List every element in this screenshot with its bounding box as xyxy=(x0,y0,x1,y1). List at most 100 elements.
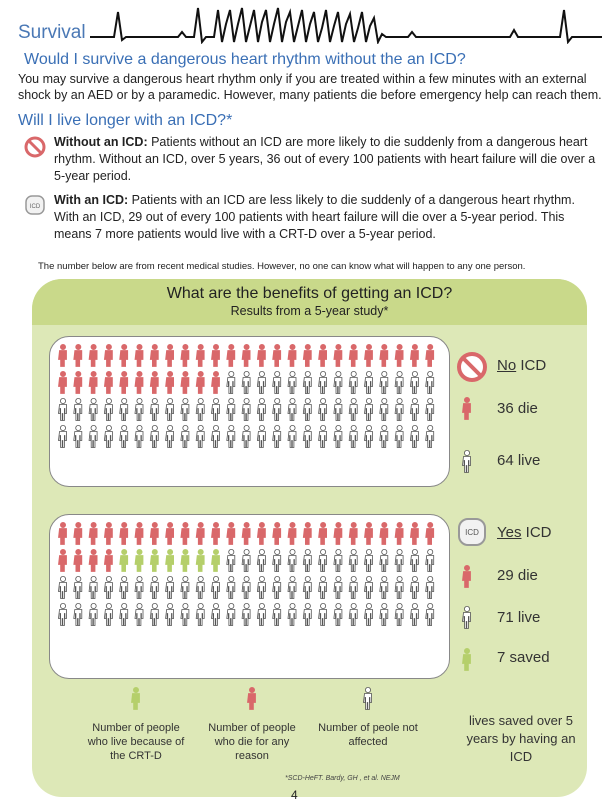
no-icd-person-live xyxy=(165,425,175,448)
no-icd-person-live xyxy=(226,425,236,448)
yes-icd-person-live xyxy=(211,603,220,626)
yes-icd-person-die xyxy=(302,522,312,545)
yes-icd-person-live xyxy=(394,603,404,626)
yes-icd-person-live xyxy=(226,603,236,626)
no-icd-person-live xyxy=(379,398,389,421)
panel-subtitle: Results from a 5-year study* xyxy=(230,304,389,318)
yes-icd-person-live xyxy=(394,549,404,572)
yes-icd-person-live xyxy=(195,603,205,626)
no-icd-person-live xyxy=(226,371,236,394)
no-icd-person-die xyxy=(211,344,220,367)
no-icd-person-live xyxy=(241,425,251,448)
no-icd-person-live xyxy=(318,398,328,421)
yes-icd-person-saved xyxy=(195,549,205,572)
yes-icd-device-icon: ICD xyxy=(458,518,486,546)
question-survive: Would I survive a dangerous heart rhythm… xyxy=(24,51,466,68)
no-icd-person-live xyxy=(287,425,297,448)
no-icd-person-live xyxy=(318,371,328,394)
no-icd-person-live xyxy=(256,371,266,394)
yes-icd-person-live xyxy=(241,549,251,572)
no-icd-person-live xyxy=(333,425,343,448)
no-icd-person-die xyxy=(241,344,251,367)
no-icd-person-die xyxy=(272,344,282,367)
icd-device-icon: ICD xyxy=(25,195,45,215)
no-icd-person-live xyxy=(287,371,297,394)
no-icd-person-live xyxy=(103,425,113,448)
yes-icd-person-live xyxy=(379,549,389,572)
no-icd-person-live xyxy=(149,425,159,448)
no-icd-person-live xyxy=(211,425,220,448)
yes-icd-person-live xyxy=(211,576,220,599)
no-icd-person-die xyxy=(73,344,83,367)
yes-icd-person-live xyxy=(58,603,67,626)
legend-white-person xyxy=(363,687,372,710)
no-icd-person-live xyxy=(425,371,435,394)
no-icd-person-live xyxy=(119,398,129,421)
yes-icd-person-live xyxy=(226,576,236,599)
no-icd-person-die xyxy=(58,344,67,367)
yes-icd-person-saved xyxy=(165,549,175,572)
yes-icd-person-live xyxy=(73,576,83,599)
yes-icd-person-live xyxy=(409,549,419,572)
yes-icd-person-live xyxy=(73,603,83,626)
no-icd-person-live xyxy=(256,425,266,448)
yes-icd-saved-stat: 7 saved xyxy=(497,649,550,666)
yes-icd-person-die xyxy=(58,549,67,572)
legend-red-person xyxy=(247,687,256,710)
yes-icd-person-live xyxy=(287,549,297,572)
yes-icd-person-live xyxy=(256,576,266,599)
no-icd-person-die xyxy=(134,344,144,367)
no-icd-person-live xyxy=(58,425,67,448)
no-icd-person-live xyxy=(211,398,220,421)
yes-icd-person-live xyxy=(241,576,251,599)
no-icd-person-live xyxy=(180,425,190,448)
no-icd-person-live xyxy=(394,425,404,448)
no-icd-person-die xyxy=(195,371,205,394)
no-icd-person-live xyxy=(302,371,312,394)
yes-icd-person-live xyxy=(409,576,419,599)
yes-icd-person-saved xyxy=(134,549,144,572)
no-icd-person-die xyxy=(302,344,312,367)
yes-icd-live-stat: 71 live xyxy=(497,609,541,626)
no-icd-person-live xyxy=(364,425,373,448)
no-icd-person-live xyxy=(119,425,129,448)
yes-icd-person-live xyxy=(241,603,251,626)
no-icd-person-live xyxy=(88,425,98,448)
yes-icd-person-saved xyxy=(211,549,220,572)
yes-icd-person-live xyxy=(195,576,205,599)
yes-icd-person-live xyxy=(379,603,389,626)
yes-icd-person-live xyxy=(272,603,282,626)
yes-icd-person-die xyxy=(226,522,236,545)
yes-icd-person-saved xyxy=(180,549,190,572)
yes-icd-person-live xyxy=(348,549,358,572)
yes-icd-person-live xyxy=(103,603,113,626)
yes-icd-person-die xyxy=(318,522,328,545)
yes-icd-person-live xyxy=(348,603,358,626)
no-icd-person-die xyxy=(88,344,98,367)
yes-icd-person-die xyxy=(88,522,98,545)
no-icd-person-live xyxy=(409,398,419,421)
without-icd-item: Without an ICD: Patients without an ICD … xyxy=(24,134,600,185)
no-icd-person-die xyxy=(226,344,236,367)
no-icd-person-die xyxy=(318,344,328,367)
no-icd-person-live xyxy=(302,425,312,448)
legend-green-person xyxy=(131,687,140,710)
no-icd-person-live xyxy=(425,398,435,421)
no-icd-person-die xyxy=(180,344,190,367)
intro-paragraph: You may survive a dangerous heart rhythm… xyxy=(18,72,602,102)
yes-icd-person-die xyxy=(58,522,67,545)
no-icd-person-die xyxy=(103,344,113,367)
no-icd-sign-icon xyxy=(457,352,487,382)
no-icd-person-live xyxy=(134,425,144,448)
legend-die-person xyxy=(462,397,471,420)
no-icd-person-die xyxy=(379,344,389,367)
no-icd-person-live xyxy=(180,398,190,421)
no-icd-person-die xyxy=(119,371,129,394)
yes-icd-person-live xyxy=(165,603,175,626)
panel-header-band xyxy=(32,279,587,325)
no-icd-person-live xyxy=(272,398,282,421)
no-icd-person-live xyxy=(379,425,389,448)
yes-icd-person-live xyxy=(379,576,389,599)
yes-icd-person-die xyxy=(348,522,358,545)
